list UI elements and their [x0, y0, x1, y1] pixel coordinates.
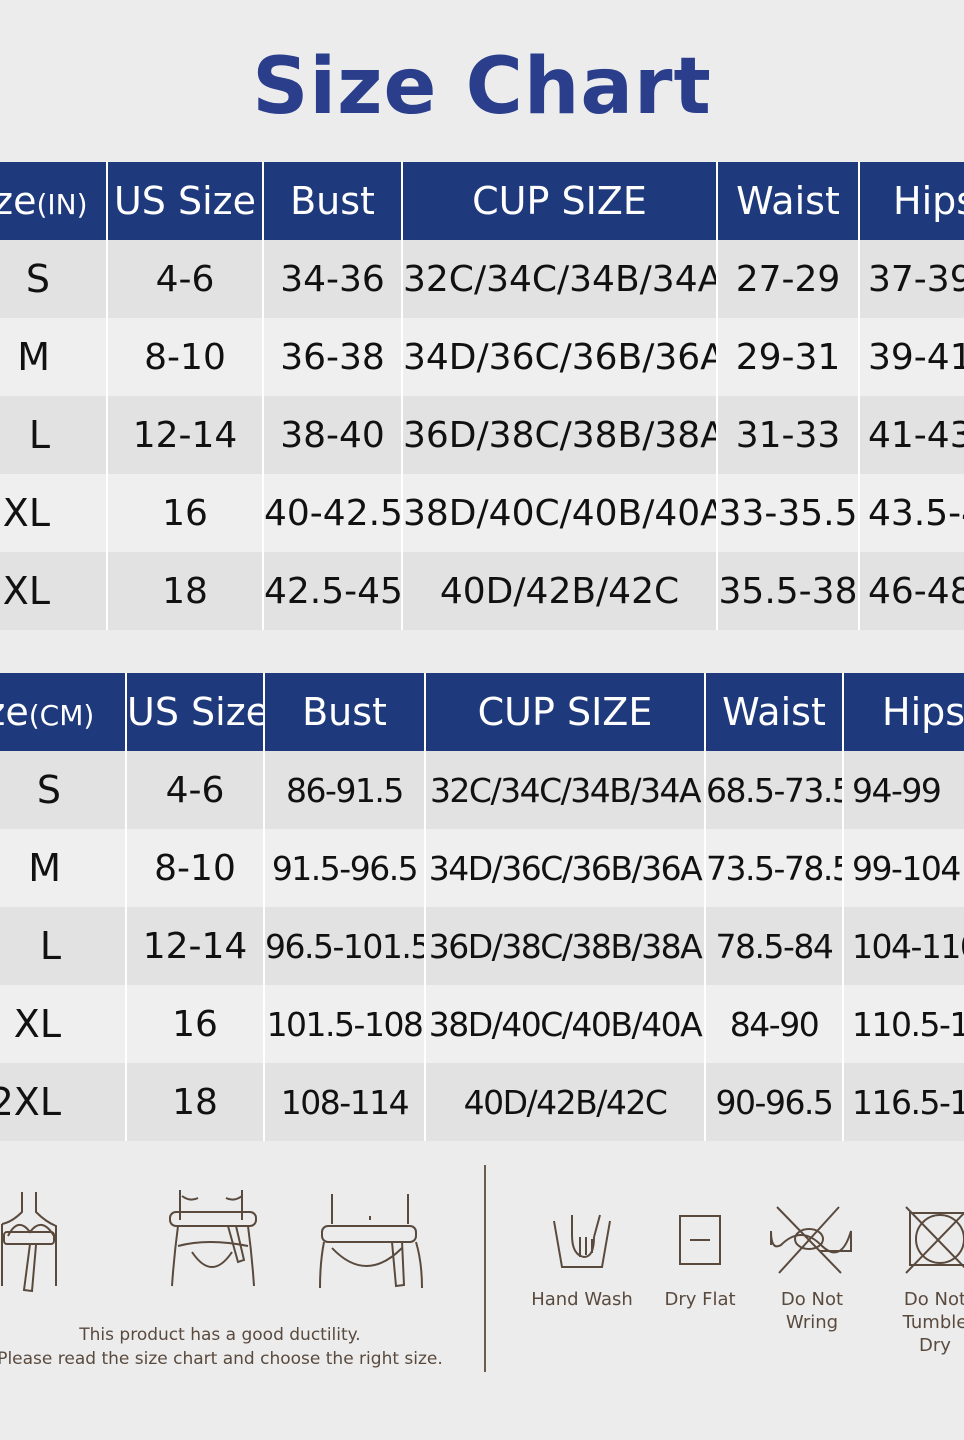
table-cell: 29-31 — [717, 318, 860, 396]
table-cell: 39-41 — [859, 318, 964, 396]
header-us-size: US Size — [126, 673, 265, 751]
table-cell: 36-38 — [263, 318, 403, 396]
header-cup-size: CUP SIZE — [425, 673, 706, 751]
table-cell: 43.5-46 — [859, 474, 964, 552]
table-cell: 16 — [126, 985, 265, 1063]
table-cell: 42.5-45 — [263, 552, 403, 630]
size-table-inches: Size(IN) US Size Bust CUP SIZE Waist Hip… — [0, 162, 964, 630]
table-cell: 96.5-101.5 — [264, 907, 426, 985]
header-size: Size(CM) — [0, 673, 127, 751]
table-cell: 32C/34C/34B/34A — [425, 751, 706, 829]
header-waist: Waist — [717, 162, 860, 240]
table-cell: S — [0, 240, 108, 318]
table-cell: 37-39 — [859, 240, 964, 318]
header-bust: Bust — [264, 673, 426, 751]
table-cell: 46-48 — [859, 552, 964, 630]
table-cell: 104-110 — [843, 907, 964, 985]
table-cell: 34-36 — [263, 240, 403, 318]
table-row: L 12-14 38-40 36D/38C/38B/38A 31-33 41-43 — [0, 396, 964, 474]
header-cup-size: CUP SIZE — [402, 162, 718, 240]
table-row: XL16101.5-10838D/40C/40B/40A84-90110.5-1… — [0, 985, 964, 1063]
hip-measure-icon — [319, 1194, 423, 1289]
table-cell: 35.5-38 — [717, 552, 860, 630]
table-cell: 8-10 — [126, 829, 265, 907]
table-cell: XL — [0, 985, 127, 1063]
size-table-cm: Size(CM) US Size Bust CUP SIZE Waist Hip… — [0, 673, 964, 1141]
table-cell: 38-40 — [263, 396, 403, 474]
care-label-hand-wash: Hand Wash — [531, 1289, 633, 1310]
table-cell: 16 — [107, 474, 264, 552]
table-cell: 84-90 — [705, 985, 844, 1063]
table-cell: 99-104 — [843, 829, 964, 907]
table-row: L 12-14 96.5-101.5 36D/38C/38B/38A 78.5-84 10… — [0, 907, 964, 985]
table-cell: 33-35.5 — [717, 474, 860, 552]
table-cell: 2XL — [0, 1063, 127, 1141]
header-hips: Hips — [843, 673, 964, 751]
header-us-size: US Size — [107, 162, 264, 240]
waist-measure-icon — [169, 1190, 257, 1287]
table-cell: 68.5-73.5 — [705, 751, 844, 829]
table-cell: 31-33 — [717, 396, 860, 474]
table-cell: 12-14 — [107, 396, 264, 474]
table-cell: 86-91.5 — [264, 751, 426, 829]
table-cell: 94-99 — [843, 751, 964, 829]
table-cell: 12-14 — [126, 907, 265, 985]
table-cell: M — [0, 318, 108, 396]
bust-measure-icon — [1, 1192, 57, 1293]
table-cell: 8-10 — [107, 318, 264, 396]
table-row: M 8-10 36-38 34D/36C/36B/36A 29-31 39-41 — [0, 318, 964, 396]
table-cell: 101.5-108 — [264, 985, 426, 1063]
table-cell: 34D/36C/36B/36A — [402, 318, 718, 396]
table-cell: 18 — [126, 1063, 265, 1141]
table-cell: S — [0, 751, 127, 829]
table-row: S 4-6 86-91.5 32C/34C/34B/34A 68.5-73.5 94-99 — [0, 751, 964, 829]
header-waist: Waist — [705, 673, 844, 751]
care-label-dry-flat: Dry Flat — [664, 1289, 736, 1310]
table-cell: 40-42.5 — [263, 474, 403, 552]
divider — [484, 1165, 486, 1372]
table-cell: 91.5-96.5 — [264, 829, 426, 907]
table-cell: XL — [0, 474, 108, 552]
table-cell: L — [0, 396, 108, 474]
header-size: Size(IN) — [0, 162, 108, 240]
table-cell: 108-114 — [264, 1063, 426, 1141]
page-title: Size Chart — [252, 42, 712, 132]
table-cell: 78.5-84 — [705, 907, 844, 985]
table-cell: 73.5-78.5 — [705, 829, 844, 907]
table-cell: 116.5-122 — [843, 1063, 964, 1141]
table-cell: 38D/40C/40B/40A — [402, 474, 718, 552]
table-cell: 4-6 — [126, 751, 265, 829]
header-hips: Hips — [859, 162, 964, 240]
care-label-do-not-wring: Do Not Wring — [780, 1289, 844, 1333]
table-cell: 40D/42B/42C — [425, 1063, 706, 1141]
table-cell: 40D/42B/42C — [402, 552, 718, 630]
table-cell: 41-43 — [859, 396, 964, 474]
table-cell: 18 — [107, 552, 264, 630]
ductility-note: This product has a good ductility. — [79, 1325, 361, 1345]
table-cell: M — [0, 829, 127, 907]
dry-flat-icon — [679, 1215, 721, 1265]
hand-wash-icon — [553, 1214, 611, 1268]
table-cell: L — [0, 907, 127, 985]
table-cell: 110.5-116.5 — [843, 985, 964, 1063]
table-cell: 4-6 — [107, 240, 264, 318]
table-cell: 36D/38C/38B/38A — [402, 396, 718, 474]
table-row: M 8-10 91.5-96.5 34D/36C/36B/36A 73.5-78.5 99… — [0, 829, 964, 907]
table-row: S 4-6 34-36 32C/34C/34B/34A 27-29 37-39 — [0, 240, 964, 318]
size-advice-note: Please read the size chart and choose th… — [0, 1349, 443, 1369]
care-label-do-not-tumble-dry: Do Not Tumble Dry — [902, 1289, 964, 1356]
table-cell: 32C/34C/34B/34A — [402, 240, 718, 318]
table-cell: 27-29 — [717, 240, 860, 318]
header-bust: Bust — [263, 162, 403, 240]
table-cell: 36D/38C/38B/38A — [425, 907, 706, 985]
do-not-tumble-dry-icon — [905, 1206, 964, 1274]
table-cell: 38D/40C/40B/40A — [425, 985, 706, 1063]
table-cell: 90-96.5 — [705, 1063, 844, 1141]
table-cell: 34D/36C/36B/36A — [425, 829, 706, 907]
table-cell: 2XL — [0, 552, 108, 630]
do-not-wring-icon — [770, 1206, 852, 1274]
